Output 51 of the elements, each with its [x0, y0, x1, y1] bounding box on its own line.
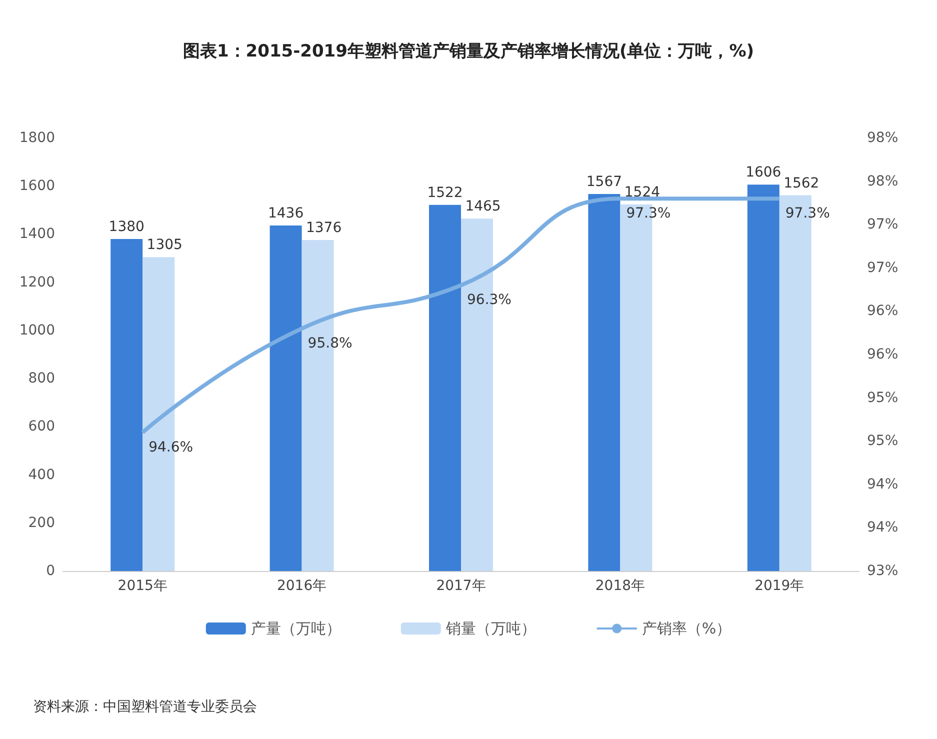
legend-label: 产量（万吨） [250, 620, 341, 638]
y-tick-label: 200 [28, 514, 55, 531]
x-tick-label: 2015年 [118, 578, 168, 594]
x-tick-label: 2019年 [754, 578, 804, 594]
y2-tick-label: 97% [867, 260, 898, 276]
text: 资料来源：中国塑料管道专业委员会 [33, 699, 257, 715]
x-tick-label: 2016年 [276, 578, 327, 594]
data-label: 1524 [624, 184, 660, 200]
bar [747, 184, 780, 571]
data-label: 1376 [306, 220, 342, 236]
data-label: 1522 [427, 184, 463, 201]
data-label: 95.8% [308, 336, 352, 352]
legend-label: 产销率（%） [642, 620, 732, 638]
data-label: 97.3% [626, 206, 671, 222]
legend-label: 销量（万吨） [444, 620, 536, 638]
data-label: 1606 [746, 164, 782, 181]
bar [110, 239, 143, 571]
x-tick-label: 2018年 [595, 578, 646, 594]
y2-tick-label: 94% [867, 476, 898, 492]
x-tick-label: 2017年 [436, 578, 486, 594]
y2-tick-label: 96% [867, 346, 898, 362]
y-tick-label: 400 [28, 466, 55, 483]
chart-title: 图表1：2015-2019年塑料管道产销量及产销率增长情况(单位：万吨，%) [182, 40, 754, 62]
y2-tick-label: 94% [867, 520, 898, 536]
y-tick-label: 0 [46, 563, 55, 579]
data-label: 1436 [268, 206, 304, 222]
data-label: 1305 [146, 237, 182, 254]
bar [429, 204, 461, 571]
y-tick-label: 1200 [19, 274, 55, 290]
data-label: 97.3% [785, 206, 830, 222]
y-tick-label: 1400 [19, 226, 55, 242]
y-tick-label: 1600 [19, 178, 55, 194]
data-label: 96.3% [467, 292, 512, 308]
bar [270, 226, 302, 571]
y-tick-label: 600 [28, 418, 55, 435]
y2-tick-label: 98% [867, 173, 898, 190]
y2-tick-label: 95% [867, 390, 898, 406]
y2-tick-label: 97% [867, 216, 898, 233]
y2-tick-label: 98% [867, 130, 898, 146]
data-label: 1567 [586, 174, 622, 190]
data-label: 1465 [465, 198, 501, 215]
y-tick-label: 1800 [19, 130, 55, 146]
y2-tick-label: 95% [867, 433, 898, 450]
bar [588, 194, 620, 571]
data-label: 94.6% [148, 439, 194, 456]
y2-tick-label: 96% [867, 303, 898, 320]
data-label: 1380 [108, 219, 144, 236]
y-tick-label: 800 [28, 370, 55, 387]
y-tick-label: 1000 [19, 322, 55, 338]
y2-tick-label: 93% [867, 563, 898, 579]
data-label: 1562 [784, 175, 820, 192]
